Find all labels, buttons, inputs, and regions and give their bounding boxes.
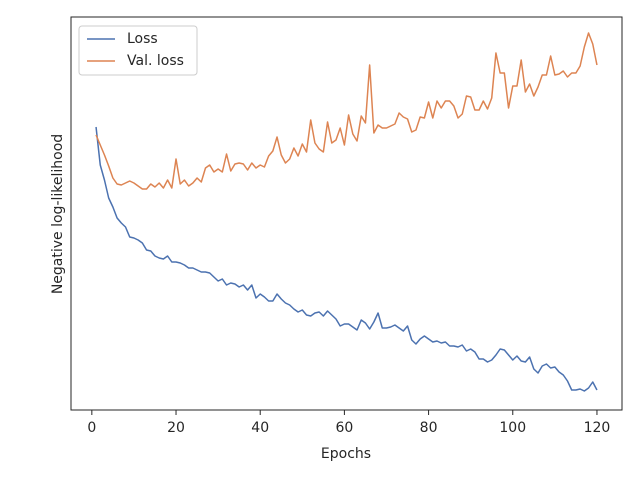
line-series [95, 126, 598, 392]
x-tick-label: 0 [87, 420, 96, 436]
x-tick-label: 120 [584, 420, 611, 436]
legend-label: Loss [127, 31, 158, 47]
x-axis-label: Epochs [321, 446, 371, 462]
plot-frame [70, 16, 623, 411]
x-tick-label: 80 [420, 420, 438, 436]
x-tick-label: 60 [335, 420, 353, 436]
x-tick-label: 40 [251, 420, 269, 436]
x-tick-label: 100 [499, 420, 526, 436]
y-axis-label: Negative log-likelihood [50, 134, 66, 294]
x-tick-label: 20 [167, 420, 185, 436]
legend-label: Val. loss [127, 53, 184, 69]
line-series [95, 32, 598, 190]
